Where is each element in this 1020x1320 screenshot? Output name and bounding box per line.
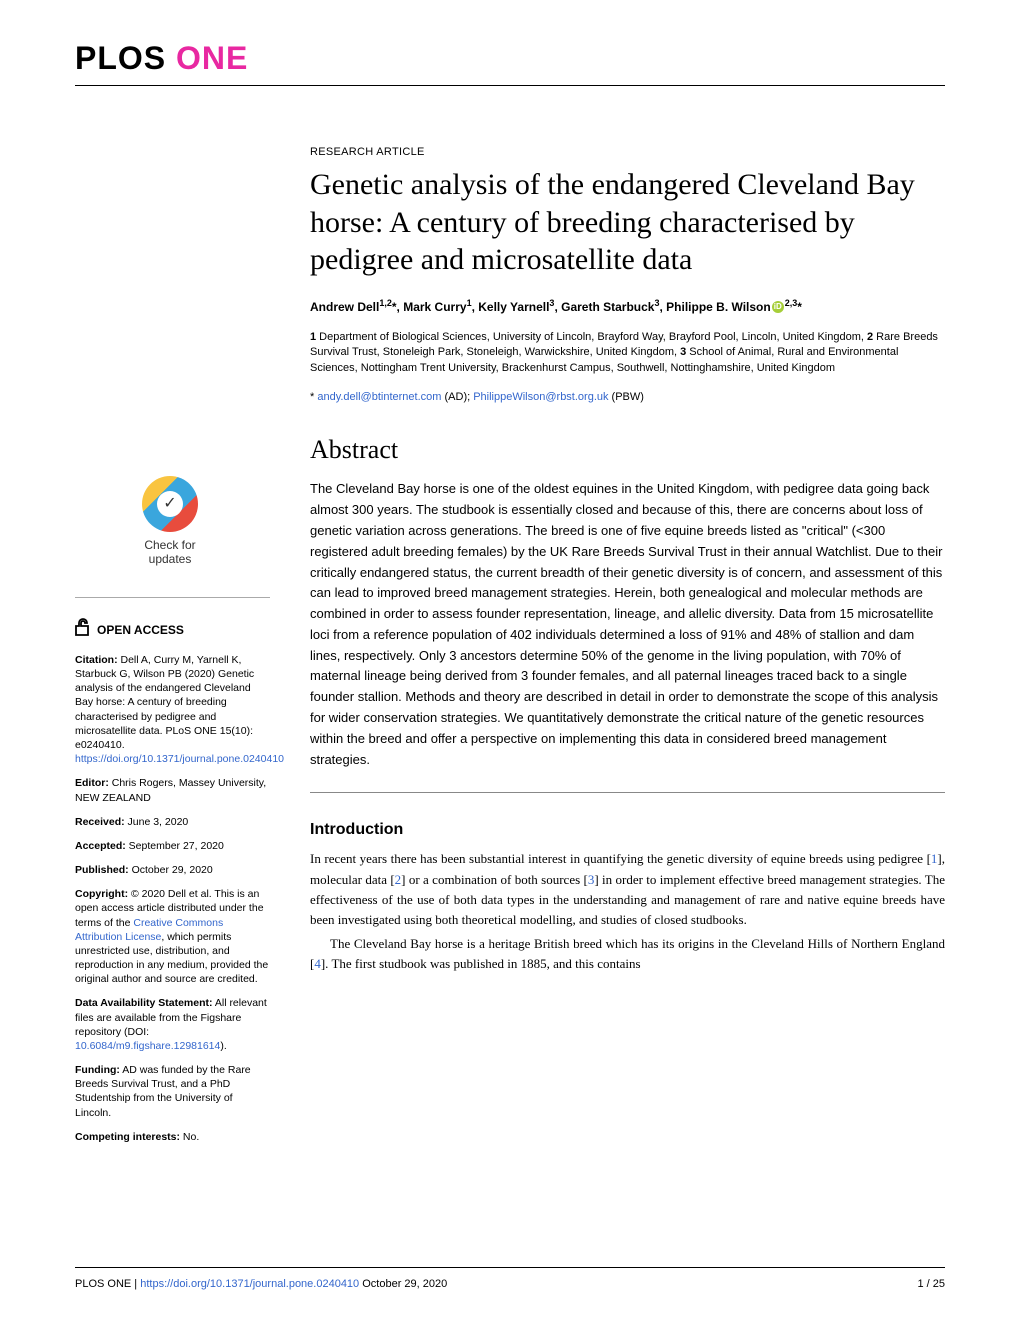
corresponding-authors: * andy.dell@btinternet.com (AD); Philipp…	[310, 391, 945, 403]
citation-block: Citation: Dell A, Curry M, Yarnell K, St…	[75, 653, 270, 766]
footer-date: October 29, 2020	[359, 1278, 447, 1290]
sidebar-divider	[75, 597, 270, 598]
intro-paragraph-1: In recent years there has been substanti…	[310, 849, 945, 930]
page-footer: PLOS ONE | https://doi.org/10.1371/journ…	[75, 1267, 945, 1290]
published-block: Published: October 29, 2020	[75, 863, 270, 877]
sidebar: ✓ Check for updates OPEN ACCESS Citation…	[75, 146, 270, 1154]
open-access-badge: OPEN ACCESS	[75, 618, 270, 643]
corr-email-1[interactable]: andy.dell@btinternet.com	[317, 391, 441, 403]
received-block: Received: June 3, 2020	[75, 815, 270, 829]
logo-one: ONE	[176, 40, 248, 76]
copyright-block: Copyright: © 2020 Dell et al. This is an…	[75, 887, 270, 986]
authors-line: Andrew Dell1,2*, Mark Curry1, Kelly Yarn…	[310, 297, 945, 316]
intro-paragraph-2: The Cleveland Bay horse is a heritage Br…	[310, 934, 945, 974]
journal-header: PLOS ONE	[75, 40, 945, 86]
page-number: 1 / 25	[917, 1278, 945, 1290]
check-updates-line1: Check for	[125, 538, 215, 552]
open-access-label: OPEN ACCESS	[97, 622, 184, 639]
footer-doi-link[interactable]: https://doi.org/10.1371/journal.pone.024…	[140, 1278, 359, 1290]
logo-plos: PLOS	[75, 40, 166, 76]
article-content: RESEARCH ARTICLE Genetic analysis of the…	[310, 146, 945, 1154]
check-updates-line2: updates	[125, 552, 215, 566]
section-divider	[310, 792, 945, 793]
article-title: Genetic analysis of the endangered Cleve…	[310, 166, 945, 279]
crossmark-icon: ✓	[142, 476, 198, 532]
competing-block: Competing interests: No.	[75, 1130, 270, 1144]
funding-block: Funding: AD was funded by the Rare Breed…	[75, 1063, 270, 1120]
article-type: RESEARCH ARTICLE	[310, 146, 945, 158]
accepted-block: Accepted: September 27, 2020	[75, 839, 270, 853]
open-lock-icon	[75, 618, 91, 643]
citation-doi-link[interactable]: https://doi.org/10.1371/journal.pone.024…	[75, 753, 284, 765]
intro-heading: Introduction	[310, 821, 945, 839]
corr-email-2[interactable]: PhilippeWilson@rbst.org.uk	[473, 391, 608, 403]
data-availability-block: Data Availability Statement: All relevan…	[75, 996, 270, 1053]
abstract-heading: Abstract	[310, 435, 945, 465]
affiliations: 1 Department of Biological Sciences, Uni…	[310, 330, 945, 378]
footer-journal: PLOS ONE |	[75, 1278, 140, 1290]
figshare-doi-link[interactable]: 10.6084/m9.figshare.12981614	[75, 1040, 220, 1052]
abstract-text: The Cleveland Bay horse is one of the ol…	[310, 479, 945, 770]
check-updates-badge[interactable]: ✓ Check for updates	[125, 476, 215, 567]
editor-block: Editor: Chris Rogers, Massey University,…	[75, 776, 270, 804]
